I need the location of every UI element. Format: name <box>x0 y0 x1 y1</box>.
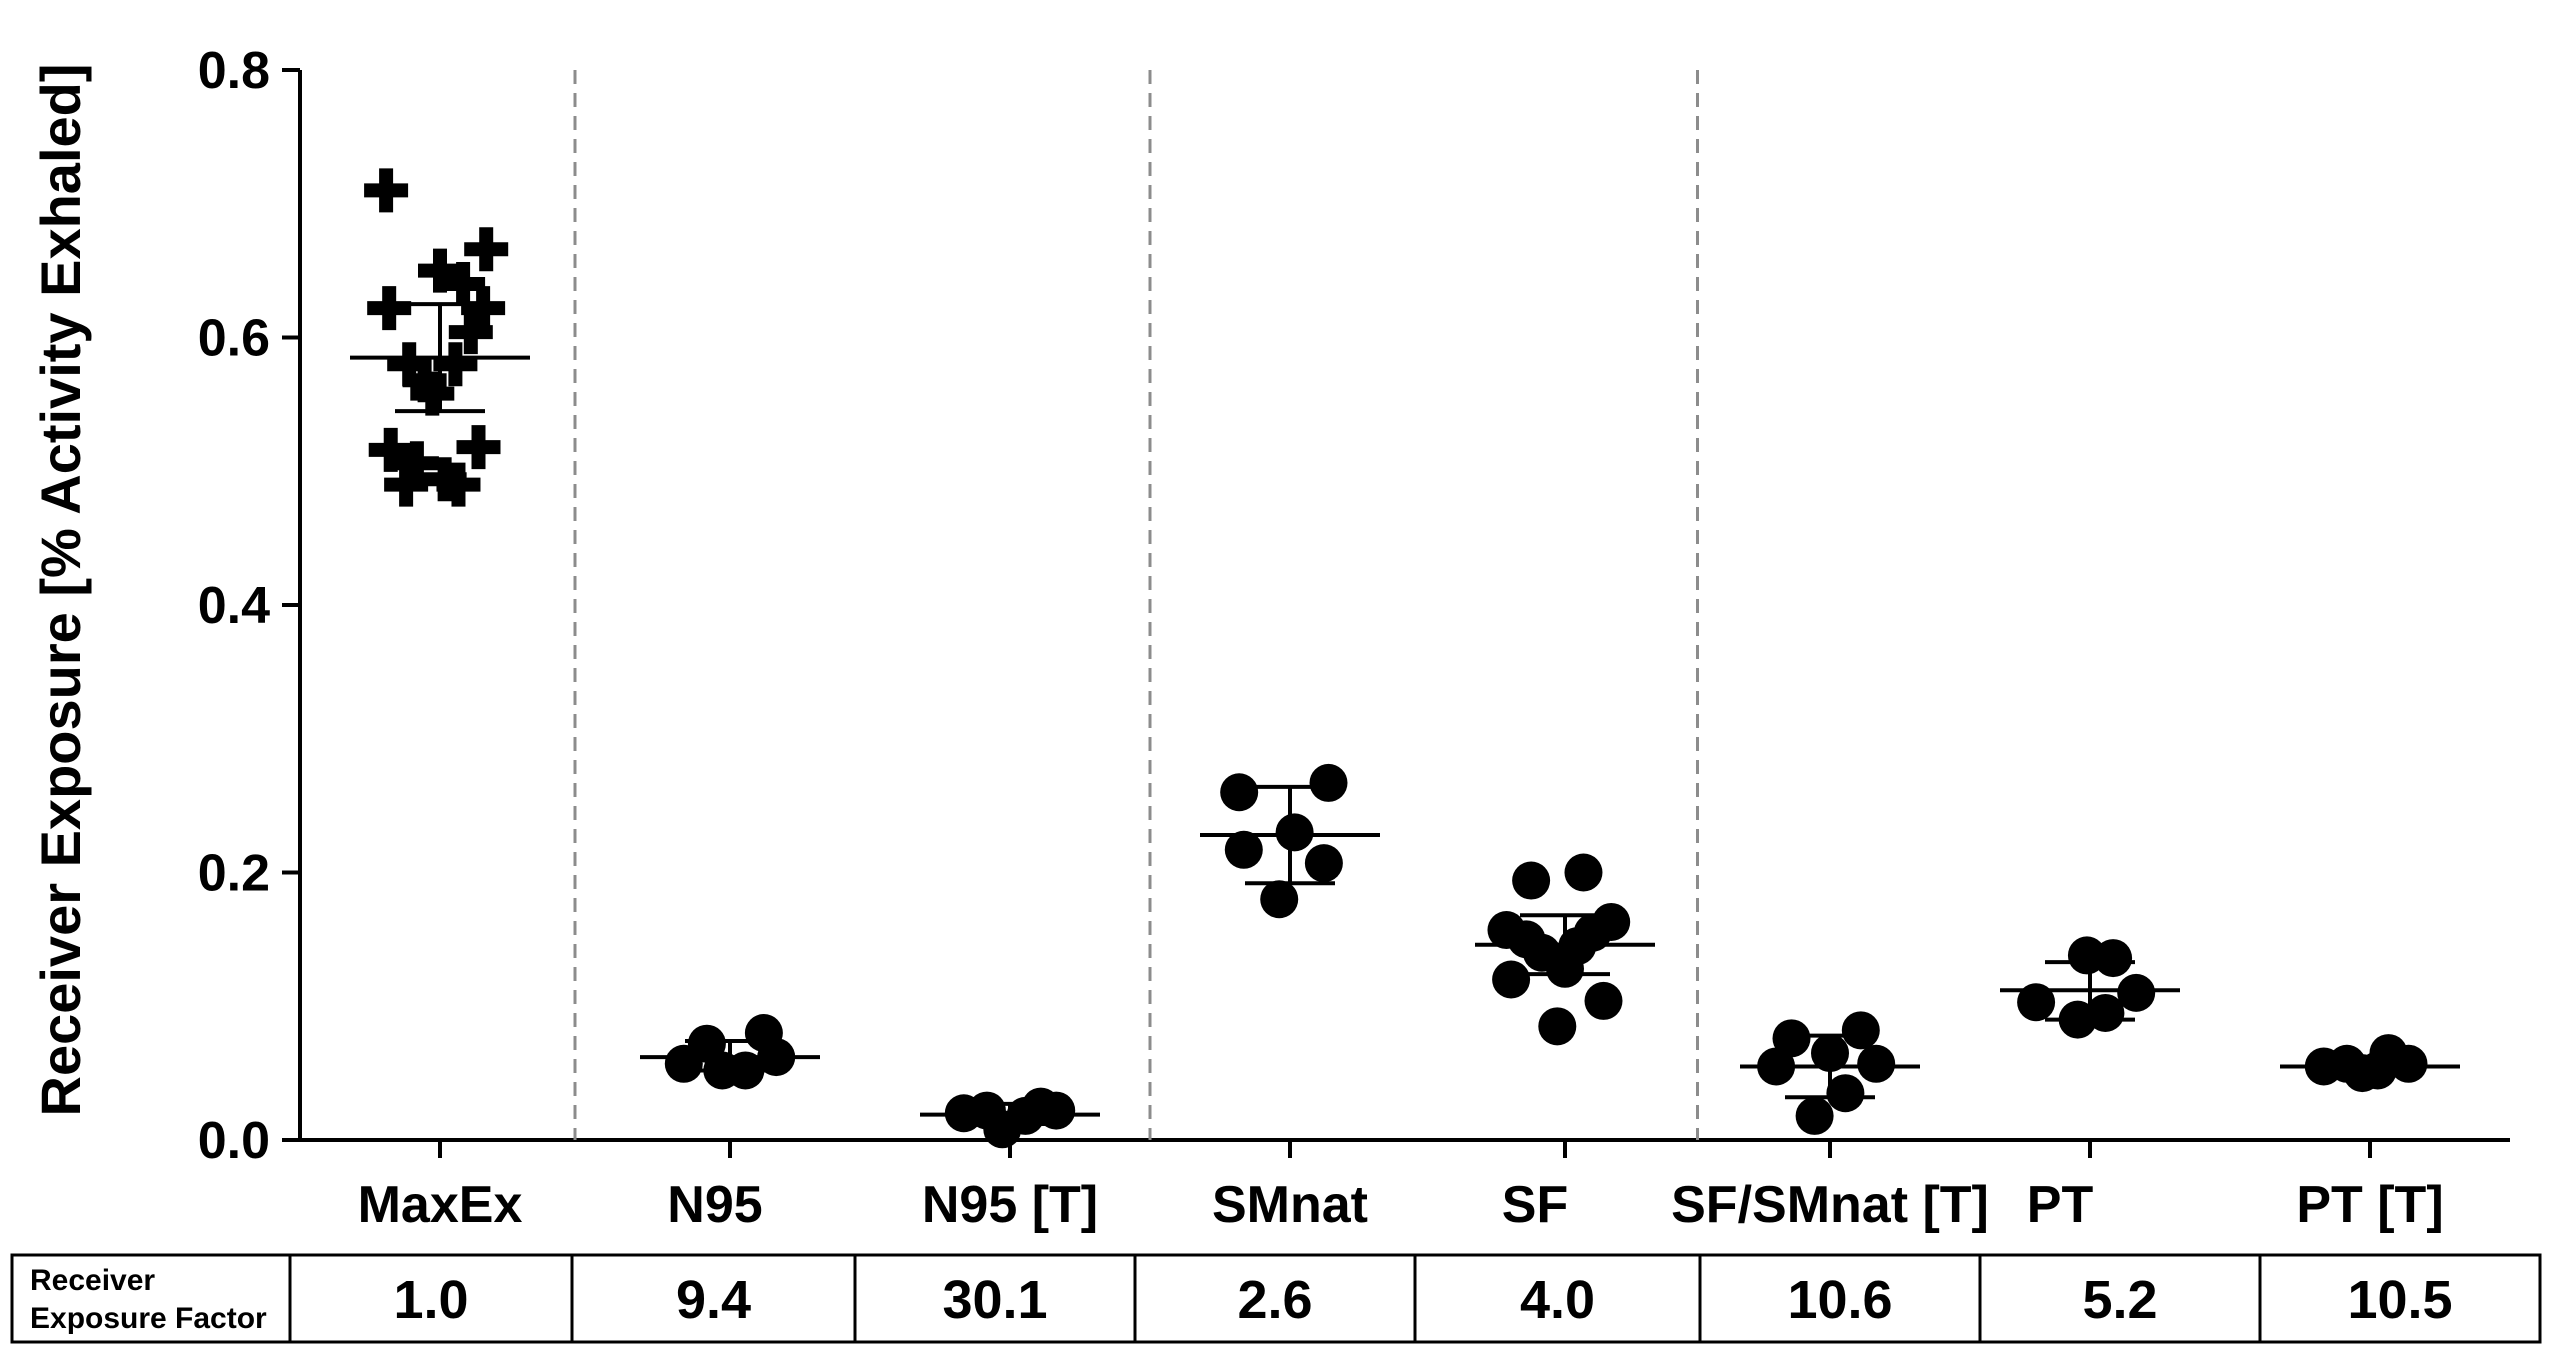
plus-marker <box>418 248 462 293</box>
plus-marker <box>461 286 506 331</box>
plus-marker <box>436 462 481 507</box>
plus-marker <box>384 462 429 507</box>
axes: 0.0 0.2 0.4 0.6 0.8 <box>198 42 2510 1170</box>
plus-marker <box>364 168 409 213</box>
circle-marker <box>1220 773 1259 812</box>
circle-marker <box>1584 981 1623 1020</box>
y-tick-label: 0.2 <box>198 845 270 903</box>
y-tick-label: 0.6 <box>198 310 270 368</box>
table-factor-value: 5.2 <box>2082 1270 2157 1330</box>
category-label: SMnat <box>1212 1176 1368 1234</box>
category-labels: MaxEx N95 N95 [T] SMnat SF SF/SMnat [T] PT PT [… <box>358 1176 2444 1234</box>
y-tick-label: 0.8 <box>198 42 270 100</box>
table-header-line-1: Receiver <box>30 1264 155 1297</box>
circle-marker <box>1841 1011 1880 1050</box>
table-factor-value: 9.4 <box>676 1270 751 1330</box>
circle-marker <box>1275 813 1314 852</box>
table-border <box>10 1253 2542 1344</box>
plus-marker <box>410 371 455 416</box>
circle-marker <box>1538 1007 1577 1046</box>
circle-marker <box>1857 1044 1896 1083</box>
category-label: PT <box>2027 1176 2094 1234</box>
circle-marker <box>2086 993 2125 1032</box>
table-factor-value: 30.1 <box>942 1270 1047 1330</box>
circle-marker <box>1260 880 1299 919</box>
circle-marker <box>1772 1019 1811 1058</box>
circle-marker <box>1309 763 1348 802</box>
plus-marker <box>368 427 413 472</box>
error-bars <box>350 302 2460 1126</box>
circle-marker <box>2389 1044 2428 1083</box>
data-points <box>364 168 2428 1149</box>
plus-marker <box>433 342 478 387</box>
plus-marker <box>464 227 509 272</box>
category-label: N95 <box>667 1176 762 1234</box>
category-label: SF <box>1502 1176 1568 1234</box>
category-label: PT [T] <box>2296 1176 2443 1234</box>
circle-marker <box>1795 1096 1834 1135</box>
category-label: N95 [T] <box>922 1176 1098 1234</box>
table-header-line-2: Exposure Factor <box>30 1302 267 1335</box>
table-factor-value: 1.0 <box>393 1270 468 1330</box>
circle-marker <box>1512 861 1551 900</box>
circle-marker <box>1826 1074 1865 1113</box>
group-separators <box>573 70 1699 1140</box>
category-label: MaxEx <box>358 1176 523 1234</box>
table-factor-value: 4.0 <box>1520 1270 1595 1330</box>
exposure-factor-table: Receiver Exposure Factor 1.0 9.4 30.1 2.6 4.0 1… <box>10 1253 2542 1344</box>
y-axis-label-group: Receiver Exposure [% Activity Exhaled] <box>29 63 92 1116</box>
table-factor-value: 2.6 <box>1237 1270 1312 1330</box>
circle-marker <box>1037 1091 1076 1130</box>
circle-marker <box>1592 902 1631 941</box>
plus-marker <box>441 262 486 306</box>
plus-marker <box>448 310 493 355</box>
category-label: SF/SMnat [T] <box>1671 1176 1989 1234</box>
y-tick-label: 0.0 <box>198 1112 270 1170</box>
circle-marker <box>1224 830 1263 869</box>
table-factor-value: 10.6 <box>1787 1270 1892 1330</box>
circle-marker <box>1492 960 1531 999</box>
circle-marker <box>1304 844 1343 883</box>
circle-marker <box>2017 983 2056 1022</box>
circle-marker <box>2117 973 2156 1012</box>
table-factor-value: 10.5 <box>2347 1270 2452 1330</box>
plus-marker <box>394 441 439 486</box>
plus-marker <box>387 342 432 387</box>
y-axis-label: Receiver Exposure [% Activity Exhaled] <box>29 63 92 1116</box>
circle-marker <box>2094 939 2133 978</box>
y-tick-label: 0.4 <box>198 577 270 635</box>
plus-marker <box>456 425 501 470</box>
circle-marker <box>1564 853 1603 892</box>
plus-marker <box>367 286 412 331</box>
plus-marker <box>402 358 447 403</box>
